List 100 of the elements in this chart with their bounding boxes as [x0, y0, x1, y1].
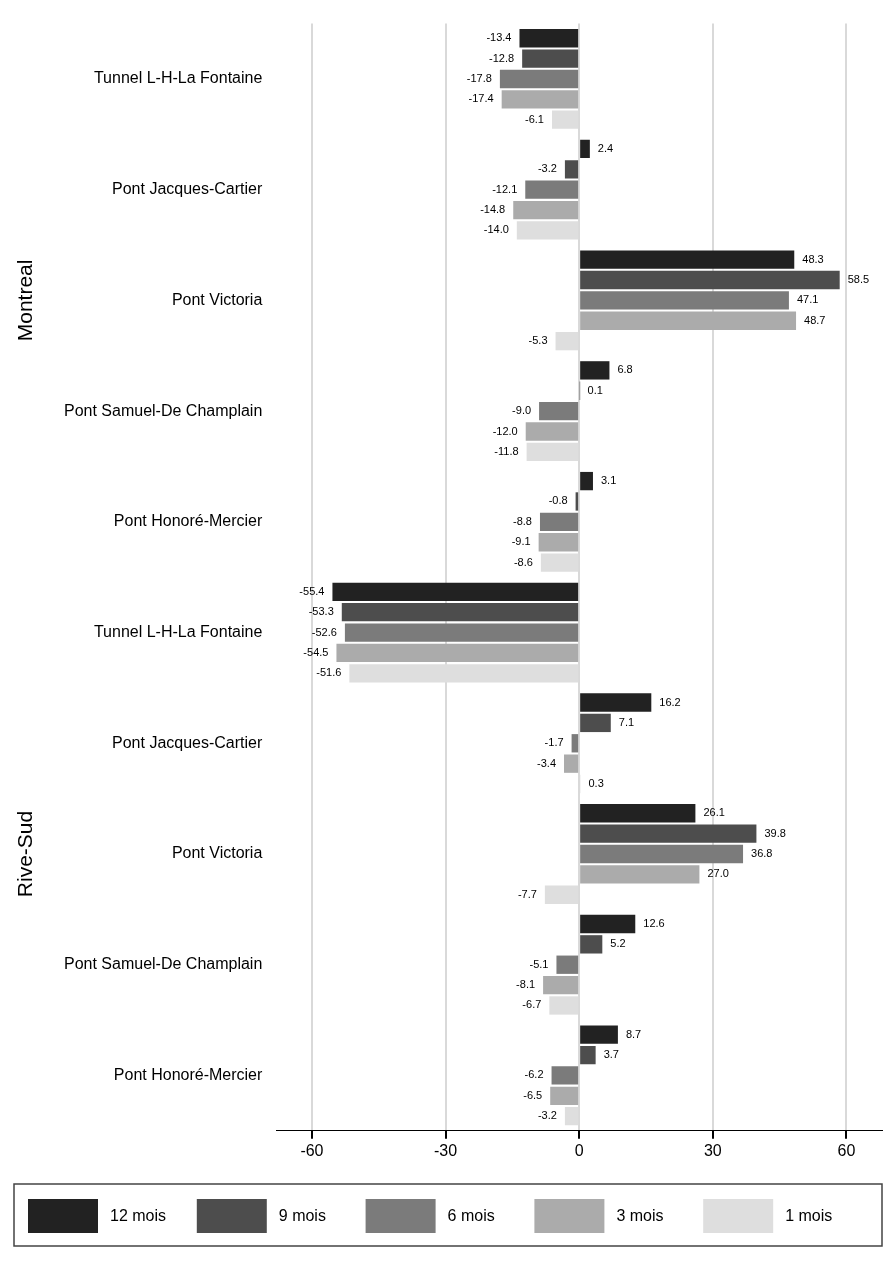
data-label: -17.4	[468, 92, 494, 105]
data-label: -8.1	[516, 978, 536, 991]
legend-label: 9 mois	[278, 1207, 326, 1225]
bar	[336, 643, 579, 663]
text: Montreal	[12, 259, 36, 342]
data-label: -11.8	[494, 444, 519, 457]
data-label: -3.2	[537, 1109, 557, 1122]
data-label: 3.7	[603, 1048, 619, 1061]
data-label: 36.8	[751, 847, 773, 860]
x-tick-label: 30	[703, 1141, 722, 1159]
bar	[580, 361, 610, 380]
bar	[580, 865, 700, 884]
y-tick-label: Pont Jacques-Cartier	[112, 180, 263, 198]
data-label: 8.7	[625, 1027, 642, 1040]
data-label: -8.8	[513, 514, 532, 527]
data-label: -6.7	[522, 998, 542, 1011]
data-label: -14.0	[483, 223, 509, 236]
y-tick-label: Pont Victoria	[171, 290, 263, 308]
bar	[580, 291, 789, 310]
bar	[539, 401, 579, 421]
x-tick-label: -60	[300, 1141, 324, 1159]
bar	[501, 90, 579, 109]
bar	[580, 250, 795, 269]
data-label: 6.8	[617, 363, 633, 376]
data-label: -8.6	[513, 555, 533, 568]
bar	[580, 804, 696, 823]
y-tick-label: Pont Honoré-Mercier	[113, 1065, 263, 1083]
bar	[580, 914, 636, 934]
data-label: -12.0	[492, 424, 518, 437]
bar	[564, 754, 579, 773]
data-label: -5.3	[528, 334, 548, 347]
data-label: -3.4	[537, 756, 557, 769]
data-label: -12.1	[492, 182, 518, 195]
bar	[525, 422, 579, 441]
bar	[551, 1066, 579, 1085]
data-label: -52.6	[311, 625, 337, 638]
text: Rive-Sud	[12, 810, 36, 898]
bar	[580, 139, 590, 159]
data-label: -53.3	[308, 605, 334, 618]
bar	[571, 734, 579, 753]
x-tick-label: 0	[574, 1141, 584, 1159]
bar	[580, 1045, 596, 1065]
y-tick-label: Pont Honoré-Mercier	[113, 512, 263, 530]
bar	[538, 533, 579, 552]
y-tick-label: Tunnel L-H-La Fontaine	[93, 69, 263, 87]
data-label: 2.4	[597, 141, 614, 154]
y-tick-label: Pont Jacques-Cartier	[112, 733, 263, 751]
data-label: -7.7	[517, 887, 537, 900]
legend-label: 12 mois	[110, 1207, 167, 1225]
data-label: 47.1	[796, 293, 819, 306]
data-label: 7.1	[618, 715, 635, 728]
data-label: -14.8	[480, 203, 506, 216]
data-label: -6.1	[525, 112, 544, 125]
data-label: -9.1	[511, 535, 531, 548]
bar	[344, 623, 579, 642]
bar	[332, 582, 579, 601]
bar	[341, 603, 579, 622]
data-label: 0.1	[587, 383, 603, 396]
data-label: 39.8	[764, 826, 786, 839]
data-label: 5.2	[610, 937, 626, 950]
data-label: 48.3	[802, 252, 824, 265]
y-tick-label: Pont Samuel-De Champlain	[63, 401, 263, 419]
bar	[513, 200, 579, 220]
bar	[543, 975, 579, 995]
bar	[580, 713, 611, 733]
bar	[580, 270, 840, 290]
bar	[550, 1086, 579, 1105]
x-tick-label: 60	[837, 1141, 856, 1159]
data-label: -54.5	[303, 645, 329, 658]
bar	[499, 69, 579, 89]
data-label: -51.6	[316, 666, 342, 679]
bar	[539, 512, 579, 532]
bar	[580, 311, 797, 330]
data-label: 27.0	[707, 867, 729, 880]
legend-label: 3 mois	[616, 1207, 664, 1225]
bar	[580, 844, 744, 864]
data-label: -6.2	[524, 1068, 544, 1081]
y-tick-label: Pont Victoria	[171, 844, 263, 862]
bar	[556, 955, 579, 974]
data-label: -12.8	[489, 51, 515, 64]
data-label: 0.3	[588, 777, 604, 790]
bar	[519, 29, 579, 48]
data-label: 48.7	[804, 313, 826, 326]
bar	[564, 160, 579, 179]
data-label: 26.1	[703, 806, 725, 819]
x-tick-label: -30	[433, 1141, 458, 1159]
bar	[580, 824, 757, 843]
data-label: 12.6	[643, 917, 665, 930]
data-label: -6.5	[523, 1088, 543, 1101]
bar	[525, 180, 579, 199]
bar	[580, 693, 652, 712]
bar	[580, 935, 603, 954]
data-label: 3.1	[600, 474, 617, 487]
data-label: 58.5	[847, 273, 870, 286]
data-label: -0.8	[548, 494, 568, 507]
data-label: -13.4	[486, 31, 512, 44]
y-tick-label: Tunnel L-H-La Fontaine	[93, 622, 263, 640]
data-label: -1.7	[544, 736, 564, 749]
data-label: -55.4	[299, 584, 325, 597]
y-tick-label: Pont Samuel-De Champlain	[63, 955, 263, 973]
